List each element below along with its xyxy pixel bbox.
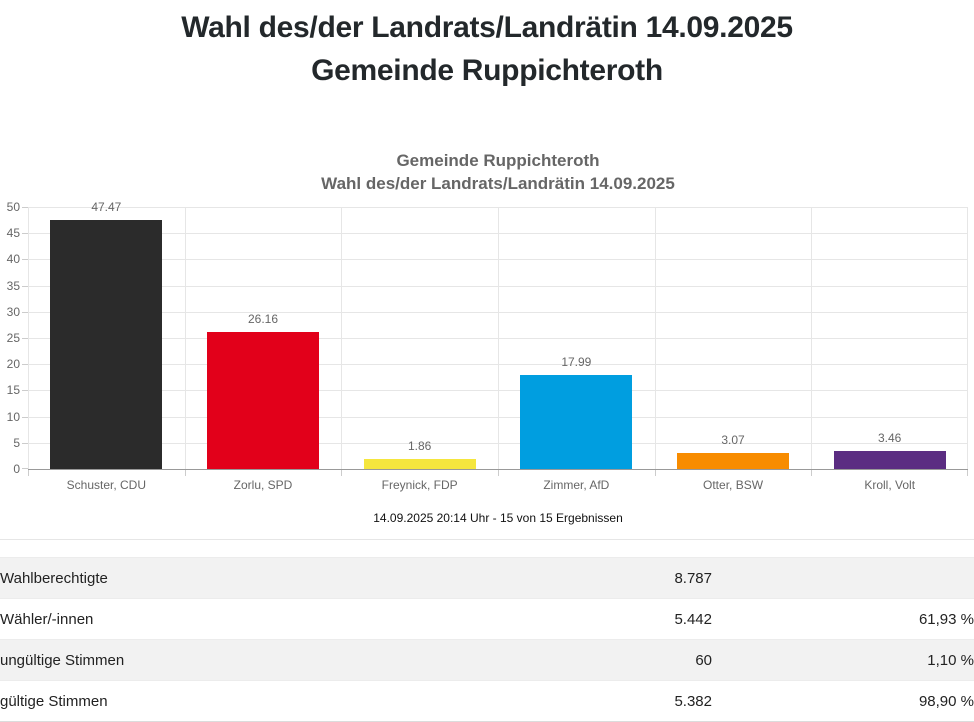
category-separator bbox=[341, 207, 343, 469]
chart-title-line2: Wahl des/der Landrats/Landrätin 14.09.20… bbox=[321, 174, 675, 193]
row-percent: 61,93 % bbox=[918, 610, 974, 628]
x-tick bbox=[341, 470, 343, 476]
y-tick bbox=[22, 364, 28, 366]
x-axis-label: Schuster, CDU bbox=[66, 478, 147, 492]
y-axis-label: 35 bbox=[6, 278, 20, 293]
x-axis-label: Zorlu, SPD bbox=[233, 478, 293, 492]
chart-title-line1: Gemeinde Ruppichteroth bbox=[396, 151, 600, 170]
y-axis-label: 45 bbox=[6, 226, 20, 241]
y-axis-label: 5 bbox=[13, 435, 20, 450]
category-separator bbox=[654, 207, 656, 469]
row-label: ungültige Stimmen bbox=[0, 651, 125, 669]
results-chart: Gemeinde Ruppichteroth Wahl des/der Land… bbox=[0, 149, 974, 525]
y-tick bbox=[22, 416, 28, 418]
x-tick bbox=[654, 470, 656, 476]
page-title: Wahl des/der Landrats/Landrätin 14.09.20… bbox=[0, 0, 974, 92]
bar-kroll-volt bbox=[833, 450, 946, 469]
row-value: 60 bbox=[695, 651, 712, 669]
bar-zorlu-spd bbox=[207, 331, 319, 469]
bar-value-label: 1.86 bbox=[407, 439, 432, 454]
y-axis-label: 25 bbox=[6, 331, 20, 345]
x-axis-label: Otter, BSW bbox=[703, 478, 764, 492]
y-tick bbox=[22, 259, 28, 261]
x-tick bbox=[967, 470, 968, 476]
bar-schuster-cdu bbox=[50, 220, 163, 469]
section-divider bbox=[0, 539, 974, 540]
page-title-line2: Gemeinde Ruppichteroth bbox=[311, 54, 663, 87]
table-row: Wähler/-innen 5.442 61,93 % bbox=[0, 598, 974, 640]
category-separator bbox=[967, 207, 968, 469]
bar-zimmer-afd bbox=[520, 374, 633, 469]
summary-table: Wahlberechtigte 8.787 Wähler/-innen 5.44… bbox=[0, 557, 974, 722]
row-label: Wahlberechtigte bbox=[0, 569, 108, 587]
row-value: 5.442 bbox=[674, 610, 712, 628]
y-tick bbox=[22, 207, 28, 208]
y-axis-label: 50 bbox=[6, 200, 20, 214]
chart-plot-area: 0 5 10 15 20 25 30 35 40 45 50 47.47 26.16 1.86 17.99 3… bbox=[7, 200, 968, 476]
chart-caption: 14.09.2025 20:14 Uhr - 15 von 15 Ergebni… bbox=[373, 511, 623, 525]
bar-value-label: 3.07 bbox=[721, 432, 745, 447]
category-separator bbox=[498, 207, 499, 469]
y-tick bbox=[22, 442, 28, 444]
x-tick bbox=[811, 470, 813, 476]
row-percent: 1,10 % bbox=[927, 651, 974, 669]
y-axis-label: 10 bbox=[6, 409, 20, 424]
y-axis-label: 20 bbox=[6, 357, 20, 372]
table-row: Wahlberechtigte 8.787 bbox=[0, 557, 974, 599]
x-tick bbox=[498, 470, 499, 476]
bar-freynick-fdp bbox=[363, 459, 476, 469]
bar-value-label: 3.46 bbox=[877, 430, 902, 445]
table-row: gültige Stimmen 5.382 98,90 % bbox=[0, 680, 974, 722]
bar-value-label: 26.16 bbox=[247, 311, 279, 326]
x-axis-label: Kroll, Volt bbox=[864, 478, 916, 492]
bar-otter-bsw bbox=[677, 452, 789, 469]
y-tick bbox=[22, 468, 28, 469]
y-tick bbox=[22, 338, 28, 339]
row-label: Wähler/-innen bbox=[0, 610, 94, 628]
chart-title: Gemeinde Ruppichteroth Wahl des/der Land… bbox=[28, 149, 968, 195]
y-axis-label: 30 bbox=[6, 304, 20, 319]
x-axis-label: Zimmer, AfD bbox=[543, 478, 610, 492]
row-value: 5.382 bbox=[674, 692, 712, 710]
chart-x-axis: Schuster, CDU Zorlu, SPD Freynick, FDP Zimm… bbox=[28, 470, 968, 492]
category-separator bbox=[811, 207, 813, 469]
row-percent bbox=[712, 558, 974, 599]
y-tick bbox=[22, 285, 28, 287]
y-axis-label: 0 bbox=[13, 462, 20, 476]
category-separator bbox=[184, 207, 186, 469]
row-percent: 98,90 % bbox=[918, 692, 974, 710]
x-axis-label: Freynick, FDP bbox=[381, 478, 458, 492]
y-axis-label: 40 bbox=[6, 252, 20, 267]
x-tick bbox=[184, 470, 186, 476]
bar-value-label: 17.99 bbox=[561, 354, 592, 369]
x-tick bbox=[28, 470, 29, 476]
y-axis-label: 15 bbox=[6, 383, 20, 398]
y-tick bbox=[22, 311, 28, 313]
table-row: ungültige Stimmen 60 1,10 % bbox=[0, 639, 974, 681]
category-separator bbox=[28, 207, 29, 469]
y-tick bbox=[22, 390, 28, 392]
bar-value-label: 47.47 bbox=[91, 200, 122, 215]
y-tick bbox=[22, 233, 28, 235]
page-title-line1: Wahl des/der Landrats/Landrätin 14.09.20… bbox=[181, 11, 793, 44]
row-value: 8.787 bbox=[674, 569, 712, 587]
row-label: gültige Stimmen bbox=[0, 692, 108, 710]
